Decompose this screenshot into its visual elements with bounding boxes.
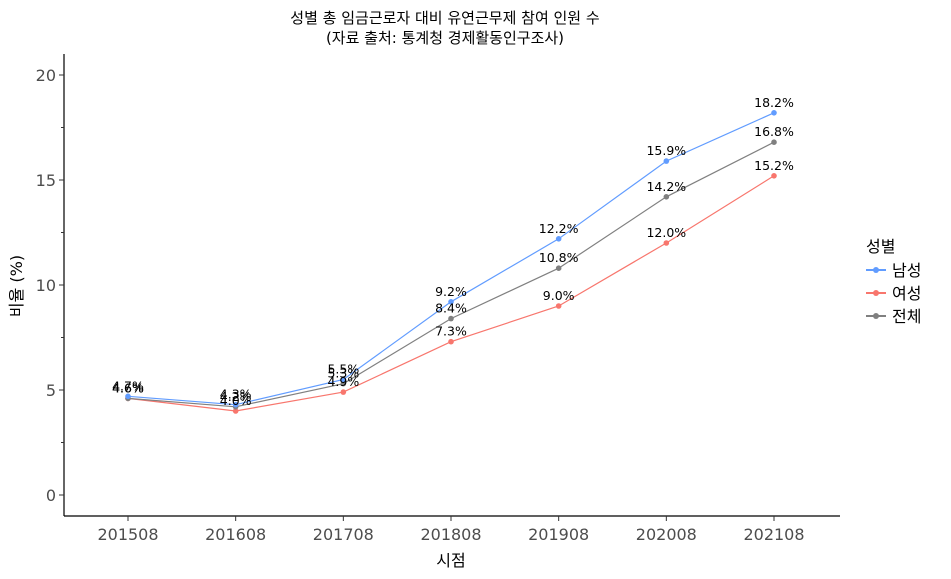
legend-marker xyxy=(873,267,879,273)
legend-marker xyxy=(873,290,879,296)
data-point xyxy=(448,316,454,322)
data-label: 15.2% xyxy=(754,158,794,173)
data-point xyxy=(664,158,670,164)
data-label: 4.2% xyxy=(220,389,252,404)
data-point xyxy=(341,389,347,395)
data-label: 7.3% xyxy=(435,324,467,339)
data-label: 16.8% xyxy=(754,124,794,139)
x-tick-label: 201808 xyxy=(420,525,481,544)
legend-label: 전체 xyxy=(892,307,921,326)
data-label: 9.2% xyxy=(435,284,467,299)
data-point xyxy=(448,339,454,345)
chart-subtitle: (자료 출처: 통계청 경제활동인구조사) xyxy=(326,29,564,47)
data-label: 4.6% xyxy=(112,380,144,395)
data-point xyxy=(664,240,670,246)
data-label: 18.2% xyxy=(754,95,794,110)
legend-item-여성: 여성 xyxy=(866,284,921,303)
y-axis-title: 비율 (%) xyxy=(7,255,26,317)
x-tick-label: 202008 xyxy=(636,525,697,544)
data-point xyxy=(771,173,777,179)
data-label: 9.0% xyxy=(543,288,575,303)
x-axis-title: 시점 xyxy=(436,551,465,570)
legend-marker xyxy=(873,313,879,319)
data-point xyxy=(771,110,777,116)
x-tick-label: 202108 xyxy=(743,525,804,544)
data-point xyxy=(556,236,562,242)
data-point xyxy=(556,303,562,309)
y-tick-label: 5 xyxy=(46,381,56,400)
y-tick-label: 10 xyxy=(36,276,56,295)
data-labels-layer: 4.7%4.3%5.5%9.2%12.2%15.9%18.2%4.6%4.0%4… xyxy=(112,95,794,408)
data-label: 8.4% xyxy=(435,301,467,316)
x-tick-label: 201508 xyxy=(97,525,158,544)
data-label: 5.3% xyxy=(327,366,359,381)
x-tick-label: 201608 xyxy=(205,525,266,544)
y-tick-label: 0 xyxy=(46,486,56,505)
legend-item-남성: 남성 xyxy=(866,261,921,280)
y-tick-label: 20 xyxy=(36,66,56,85)
legend-item-전체: 전체 xyxy=(866,307,921,326)
data-label: 12.2% xyxy=(539,221,579,236)
data-label: 10.8% xyxy=(539,250,579,265)
axes: 0 5 10 15 20 201508 201608 201708 201808 201908 20… xyxy=(36,54,840,544)
chart-title: 성별 총 임금근로자 대비 유연근무제 참여 인원 수 xyxy=(290,9,599,27)
legend-label: 여성 xyxy=(892,284,921,303)
data-label: 12.0% xyxy=(646,225,686,240)
legend-label: 남성 xyxy=(892,261,921,280)
x-tick-label: 201708 xyxy=(313,525,374,544)
data-label: 15.9% xyxy=(646,143,686,158)
x-tick-label: 201908 xyxy=(528,525,589,544)
data-point xyxy=(771,139,777,145)
y-tick-label: 15 xyxy=(36,171,56,190)
data-point xyxy=(556,265,562,271)
data-point xyxy=(664,194,670,200)
legend-title: 성별 xyxy=(866,237,895,256)
data-label: 14.2% xyxy=(646,179,686,194)
